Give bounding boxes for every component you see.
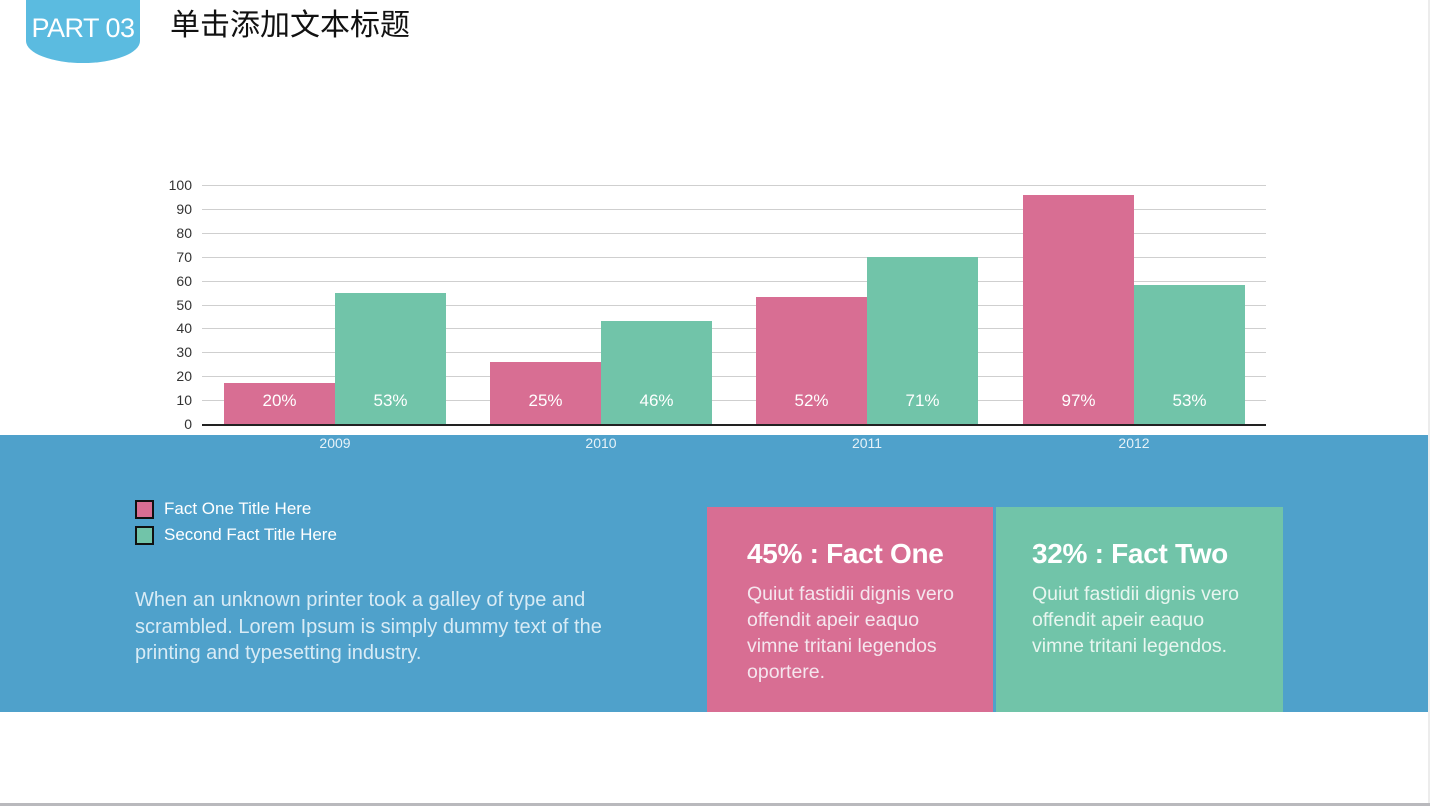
gridline — [202, 185, 1266, 186]
gridline — [202, 304, 1266, 306]
bar-2012-series-1: 97% — [1023, 194, 1134, 424]
fact-title: 45% : Fact One — [747, 538, 944, 569]
y-tick-label: 0 — [184, 416, 192, 432]
slide-right-edge — [1428, 0, 1430, 806]
bar-2012-series-2: 53% — [1134, 285, 1245, 424]
y-tick-label: 90 — [176, 200, 192, 217]
y-tick-label: 60 — [176, 272, 192, 289]
bar-chart: 0 10 20 30 40 50 60 70 80 90 100 20% 53% 2009 25% 46% 20… — [150, 175, 1280, 465]
bar-data-label: 25% — [528, 391, 563, 410]
gridline — [202, 232, 1266, 234]
bar-data-label: 46% — [639, 391, 674, 410]
gridline — [202, 208, 1266, 210]
x-tick-label: 2010 — [585, 435, 617, 451]
x-tick-label: 2012 — [1118, 435, 1150, 451]
bar-data-label: 52% — [794, 391, 829, 410]
bar-2009-series-1: 20% — [224, 383, 335, 424]
y-tick-label: 30 — [176, 344, 192, 361]
fact-body: Quiut fastidii dignis vero offendit apei… — [747, 583, 955, 683]
gridline — [202, 256, 1266, 258]
bar-2010-series-1: 25% — [490, 361, 601, 424]
bar-data-label: 53% — [373, 391, 408, 410]
fact-body: Quiut fastidii dignis vero offendit apei… — [1032, 583, 1240, 657]
legend-swatch-green-icon — [135, 525, 154, 545]
fact-title: 32% : Fact Two — [1032, 538, 1228, 569]
gridline — [202, 376, 1266, 378]
slide-bottom-edge — [0, 803, 1430, 806]
gridline — [202, 280, 1266, 282]
y-tick-label: 50 — [176, 296, 192, 313]
bar-data-label: 20% — [262, 391, 297, 410]
gridline — [202, 328, 1266, 330]
legend-item-fact-two: Second Fact Title Here — [135, 522, 337, 548]
fact-card-one: 45% : Fact One Quiut fastidii dignis ver… — [707, 507, 993, 712]
bar-data-label: 71% — [905, 391, 940, 410]
bar-data-label: 53% — [1172, 391, 1207, 410]
x-tick-label: 2011 — [851, 435, 883, 451]
bar-data-label: 97% — [1061, 391, 1096, 410]
chart-legend: Fact One Title Here Second Fact Title He… — [135, 496, 337, 548]
legend-label: Second Fact Title Here — [164, 525, 337, 544]
x-tick-label: 2009 — [319, 435, 351, 451]
bar-2011-series-1: 52% — [756, 297, 867, 424]
legend-item-fact-one: Fact One Title Here — [135, 496, 337, 522]
legend-swatch-pink-icon — [135, 499, 154, 519]
y-tick-label: 70 — [176, 248, 192, 265]
bar-2011-series-2: 71% — [867, 256, 978, 424]
y-tick-label: 100 — [168, 177, 192, 193]
description-text: When an unknown printer took a galley of… — [135, 589, 602, 664]
legend-label: Fact One Title Here — [164, 499, 312, 518]
y-tick-label: 20 — [176, 368, 192, 385]
x-axis-line — [202, 424, 1266, 426]
part-badge: PART 03 — [26, 0, 140, 63]
y-tick-label: 40 — [176, 320, 192, 337]
y-tick-label: 10 — [176, 392, 192, 409]
fact-card-two: 32% : Fact Two Quiut fastidii dignis ver… — [996, 507, 1283, 712]
page-title: 单击添加文本标题 — [170, 8, 410, 43]
y-tick-label: 80 — [176, 224, 192, 241]
bar-2009-series-2: 53% — [335, 292, 446, 424]
gridline — [202, 352, 1266, 354]
bar-2010-series-2: 46% — [601, 321, 712, 424]
gridline — [202, 400, 1266, 402]
